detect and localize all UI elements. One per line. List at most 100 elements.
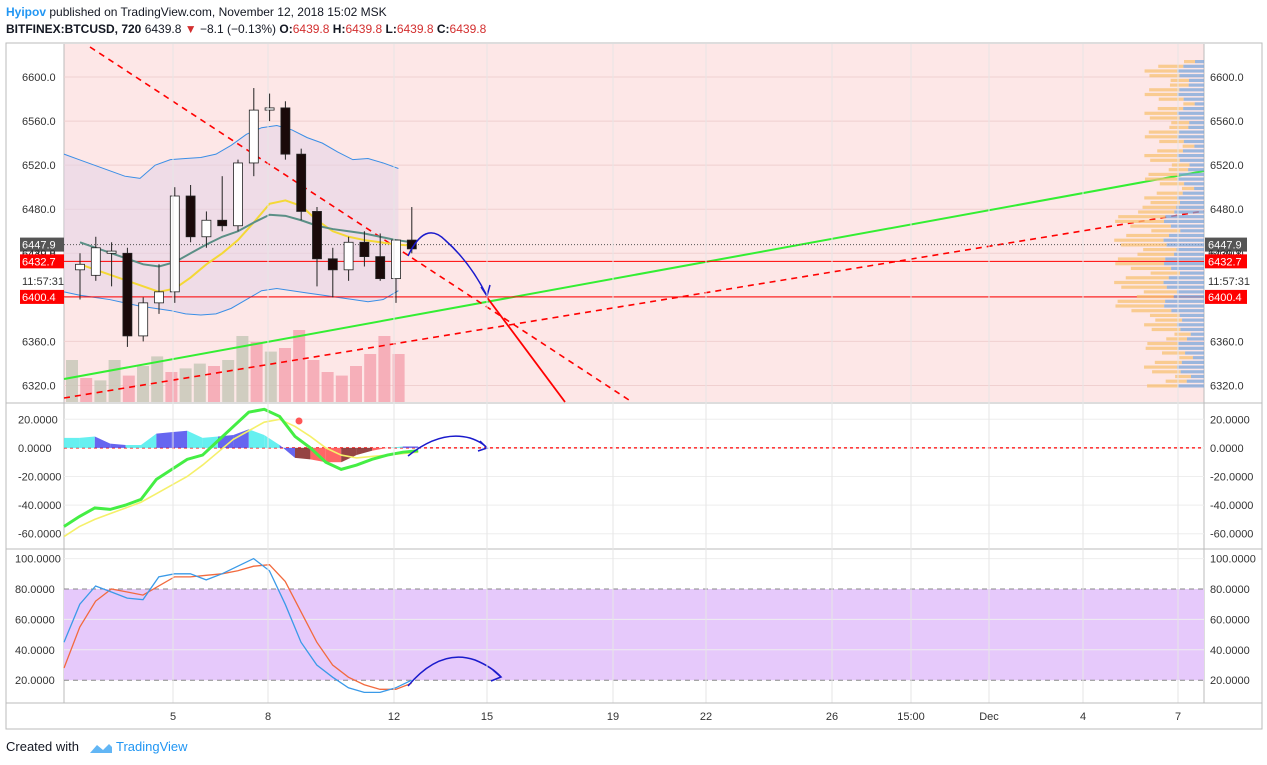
y-tick-label-right: 0.0000 [1210,443,1244,455]
macd-histogram-segment [171,430,188,448]
low-value: 6439.8 [396,22,434,36]
volume-profile-bar [1169,125,1189,129]
volume-profile-bar [1115,219,1165,223]
volume-profile-bar [1144,69,1178,73]
macd-panel: 20.0000 20.0000 0.0000 0.0000 -20.0000 -20.00… [6,407,1262,550]
macd-histogram-segment [141,433,157,448]
volume-profile-bar [1117,299,1166,303]
moving-average-yellow [79,199,412,293]
volume-profile-bar [1188,168,1204,172]
volume-profile-bar [1179,130,1204,134]
volume-profile-bar [1147,342,1179,346]
volume-profile-bar [1184,182,1204,186]
candle-body [296,153,307,212]
y-tick-label-left: 60.0000 [15,614,55,626]
macd-line [63,407,419,528]
candle-body [90,247,101,276]
volume-profile-bar [1183,97,1204,101]
volume-profile-bar [1169,83,1189,87]
volume-profile-bar [1176,248,1204,252]
macd-histogram-segment [233,429,249,448]
tradingview-logo-icon[interactable] [89,742,113,754]
price-label-bg-left [20,254,64,269]
volume-profile-bar [1174,252,1204,256]
macd-histogram-segment [110,443,126,448]
author-name[interactable]: Hyipov [6,5,47,19]
candle-body [312,211,322,260]
candle-body [201,219,212,238]
candle-body [327,258,338,271]
countdown-label-right: 11:57:31 [1208,276,1250,288]
volume-profile-bar [1144,135,1178,139]
x-tick-label: 15:00 [897,711,925,723]
volume-profile-bar [1195,60,1204,64]
candle-body [375,256,386,280]
y-tick-label-left: 6480.0 [22,204,56,216]
close-value: 6439.8 [449,22,487,36]
volume-profile-bar [1171,266,1204,270]
macd-histogram-segment [279,445,295,458]
price-label-right: 6447.9 [1208,240,1242,252]
candle-body [391,239,401,280]
y-tick-label-right: -20.0000 [1210,472,1253,484]
volume-profile-bar [1158,97,1184,101]
y-tick-label-left: 6600.0 [22,72,56,84]
macd-histogram-segment [187,430,203,448]
x-tick-label: 26 [826,711,838,723]
volume-bar [193,363,206,402]
x-tick-label: 15 [481,711,493,723]
volume-bar [165,372,178,402]
volume-bar [222,360,235,402]
volume-profile-bar [1154,360,1182,364]
countdown-label-left: 11:57:31 [22,276,64,288]
volume-profile-bar [1188,83,1204,87]
price-label-right: 6400.4 [1208,292,1242,304]
y-tick-label-left: 20.0000 [15,675,55,687]
stochastic-panel: 100.0000 100.0000 80.0000 80.0000 60.0000 60.… [15,554,1256,694]
volume-profile-bar [1144,111,1178,115]
candle-body [248,109,259,164]
volume-profile-bar [1173,295,1204,299]
y-tick-label-right: 100.0000 [1210,554,1256,566]
volume-profile-bar [1118,215,1166,219]
volume-bar [108,360,121,402]
volume-profile-bar [1168,276,1204,280]
volume-bar [208,366,220,402]
volume-profile-bar [1174,210,1204,214]
volume-profile-bar [1165,299,1204,303]
volume-profile-bar [1150,158,1180,162]
volume-profile-bar [1171,163,1190,167]
volume-profile-bar [1148,172,1180,176]
volume-profile-bar [1177,69,1204,73]
volume-profile-bar [1155,318,1183,322]
volume-profile-bar [1114,238,1164,242]
volume-profile-bar [1158,64,1184,68]
volume-profile-bar [1159,139,1184,144]
symbol-label[interactable]: BITFINEX:BTCUSD, 720 [6,22,142,36]
candle-body [343,241,354,271]
y-tick-label-right: 6600.0 [1210,72,1244,84]
volume-profile-bar [1189,121,1204,125]
volume-bar [293,330,306,402]
candle-body [359,241,370,257]
volume-profile-bar [1144,323,1178,327]
volume-profile-bar [1182,149,1204,153]
macd-histogram-segment [402,446,419,448]
macd-histogram-segment [248,429,265,448]
volume-bar [80,378,93,402]
tradingview-brand[interactable]: TradingView [116,739,188,754]
volume-profile-bar [1156,191,1183,195]
macd-histogram-segment [372,447,388,451]
volume-profile-bar [1149,74,1180,78]
volume-profile-bar [1177,154,1204,158]
volume-bar [335,375,348,402]
time-axis: 5 8 12 15 19 22 26 15:00 Dec 4 7 [6,44,1262,723]
x-tick-label: 7 [1175,711,1181,723]
volume-profile-bar [1120,243,1167,247]
volume-profile-bar [1182,144,1195,148]
volume-profile-bar [1136,295,1174,299]
volume-profile-bar [1182,191,1204,195]
volume-profile-bar [1177,196,1204,200]
volume-profile-bar [1179,172,1204,176]
